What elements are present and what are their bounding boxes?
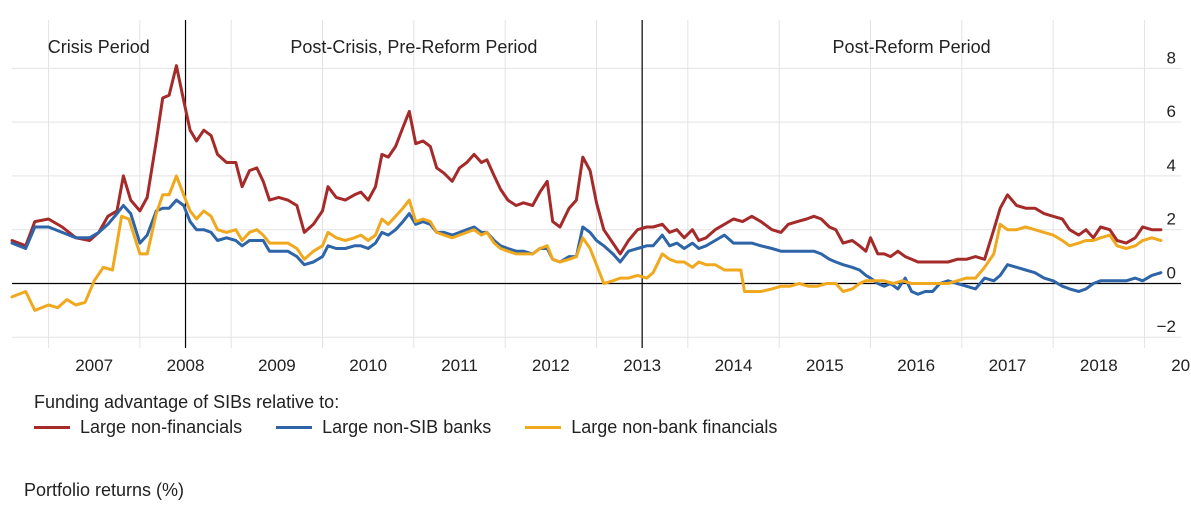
x-tick-label: 2014 bbox=[715, 356, 753, 375]
y-tick-label: −2 bbox=[1157, 317, 1176, 336]
x-tick-label: 2017 bbox=[989, 356, 1027, 375]
legend-item-large-non-bank-financials: Large non-bank financials bbox=[525, 417, 777, 438]
chart-caption: Portfolio returns (%) bbox=[24, 480, 185, 500]
series-line-large-non-financials bbox=[10, 64, 1163, 264]
x-tick-label: 2007 bbox=[75, 356, 113, 375]
x-tick-label-layer: 2007 2008 2009 2010 2011 2012 2013 2014 2015 2016… bbox=[75, 356, 1191, 375]
x-tick-label: 2015 bbox=[806, 356, 844, 375]
x-tick-label: 2019 bbox=[1171, 356, 1191, 375]
y-tick-label: 2 bbox=[1167, 210, 1176, 229]
x-tick-label: 2012 bbox=[532, 356, 570, 375]
grid-layer bbox=[12, 20, 1181, 348]
line-chart: Crisis Period Post-Crisis, Pre-Reform Per… bbox=[10, 20, 1191, 375]
legend: Funding advantage of SIBs relative to: L… bbox=[34, 392, 811, 438]
x-tick-label: 2016 bbox=[897, 356, 935, 375]
y-tick-label: 8 bbox=[1167, 48, 1176, 67]
x-tick-label: 2008 bbox=[167, 356, 205, 375]
y-tick-label: 6 bbox=[1167, 102, 1176, 121]
legend-swatch-large-non-bank-financials bbox=[525, 426, 562, 429]
legend-row: Large non-financials Large non-SIB banks… bbox=[34, 417, 811, 438]
series-layer bbox=[10, 64, 1163, 312]
period-label: Post-Reform Period bbox=[833, 37, 991, 57]
legend-label-large-non-financials: Large non-financials bbox=[80, 417, 243, 437]
legend-swatch-large-non-sib-banks bbox=[276, 426, 313, 429]
legend-item-large-non-sib-banks: Large non-SIB banks bbox=[276, 417, 491, 438]
x-tick-label: 2018 bbox=[1080, 356, 1118, 375]
legend-title: Funding advantage of SIBs relative to: bbox=[34, 392, 340, 412]
legend-swatch-large-non-financials bbox=[34, 426, 70, 429]
period-label: Post-Crisis, Pre-Reform Period bbox=[290, 37, 537, 57]
x-tick-label: 2009 bbox=[258, 356, 296, 375]
legend-label-large-non-sib-banks: Large non-SIB banks bbox=[322, 417, 492, 437]
y-tick-label-layer: −2 0 2 4 6 8 bbox=[1157, 48, 1176, 336]
series-line-large-non-sib-banks bbox=[10, 198, 1163, 296]
x-tick-label: 2010 bbox=[349, 356, 387, 375]
x-tick-label: 2011 bbox=[441, 356, 478, 375]
period-divider-layer bbox=[184, 20, 643, 348]
legend-label-large-non-bank-financials: Large non-bank financials bbox=[571, 417, 778, 437]
legend-item-large-non-financials: Large non-financials bbox=[34, 417, 242, 438]
period-label: Crisis Period bbox=[48, 37, 150, 57]
y-tick-label: 4 bbox=[1167, 156, 1176, 175]
y-tick-label: 0 bbox=[1167, 263, 1176, 282]
period-label-layer: Crisis Period Post-Crisis, Pre-Reform Per… bbox=[48, 37, 991, 57]
series-line-large-non-bank-financials bbox=[10, 174, 1163, 312]
x-tick-label: 2013 bbox=[623, 356, 661, 375]
